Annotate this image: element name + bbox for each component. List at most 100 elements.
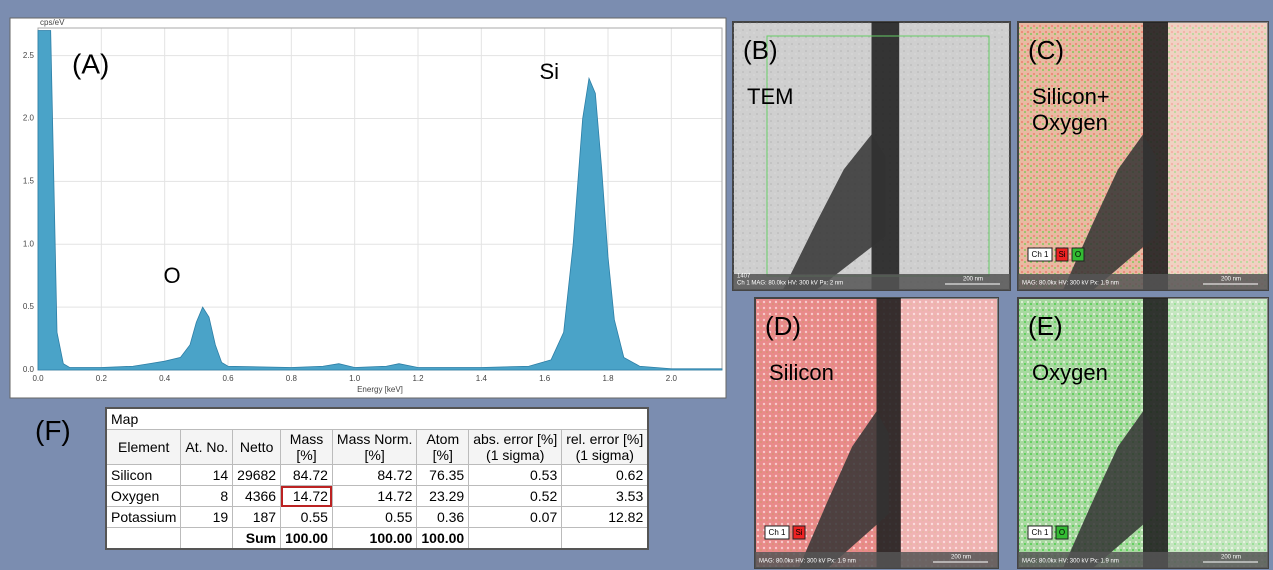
table-cell: 0.07 [469, 507, 562, 528]
peak-label: O [164, 263, 181, 288]
y-tick-label: 0.0 [23, 365, 35, 374]
footer-text: MAG: 80.0kx HV: 300 kV Px: 1.9 nm [1022, 559, 1119, 565]
header-line: Mass Norm. [337, 431, 412, 447]
scale-text: 200 nm [963, 277, 983, 283]
table-cell: 3.53 [562, 486, 649, 507]
table-cell: 14 [181, 465, 233, 486]
table-cell: 14.72 [332, 486, 416, 507]
panel-label: (B) [743, 35, 778, 65]
table-cell: Mass Norm.[%] [332, 430, 416, 465]
panel-title: Silicon [769, 360, 834, 385]
table-cell: At. No. [181, 430, 233, 465]
table-row: Map [106, 408, 648, 430]
table-cell: 19 [181, 507, 233, 528]
table-cell: 84.72 [281, 465, 333, 486]
table-cell: 4366 [233, 486, 281, 507]
table-row: ElementAt. No.NettoMass[%]Mass Norm.[%]A… [106, 430, 648, 465]
image-panel: (B)TEM1407Ch 1 MAG: 80.0kx HV: 300 kV Px… [733, 22, 1010, 290]
y-axis-label: cps/eV [40, 18, 65, 27]
table-cell: rel. error [%](1 sigma) [562, 430, 649, 465]
x-tick-label: 0.4 [159, 374, 171, 383]
table-cell: Sum [233, 528, 281, 550]
channel-label: Ch 1 [1032, 528, 1049, 537]
table-cell: 0.53 [469, 465, 562, 486]
table-cell: 84.72 [332, 465, 416, 486]
header-line: (1 sigma) [473, 447, 557, 463]
image-right-region [1168, 22, 1268, 290]
table-cell: 8 [181, 486, 233, 507]
table-cell [469, 528, 562, 550]
header-line: [%] [285, 447, 328, 463]
x-tick-label: 1.0 [349, 374, 361, 383]
table-cell: 0.36 [417, 507, 469, 528]
image-right-region [1168, 298, 1268, 568]
y-tick-label: 2.0 [23, 114, 35, 123]
channel-label: O [1059, 528, 1065, 537]
footer-text: 1407 [737, 274, 751, 280]
x-tick-label: 0.6 [222, 374, 234, 383]
table-cell: 0.62 [562, 465, 649, 486]
table-cell: 0.52 [469, 486, 562, 507]
table-cell: Mass[%] [281, 430, 333, 465]
peak-label: Si [539, 59, 559, 84]
channel-label: Si [1058, 250, 1065, 259]
y-tick-label: 1.5 [23, 177, 35, 186]
table-cell: 29682 [233, 465, 281, 486]
table-cell: 14.72 [281, 486, 333, 507]
x-tick-label: 1.6 [539, 374, 551, 383]
header-line: Atom [421, 431, 464, 447]
x-tick-label: 1.4 [476, 374, 488, 383]
channel-label: Ch 1 [769, 528, 786, 537]
x-tick-label: 1.2 [412, 374, 424, 383]
channel-label: Ch 1 [1032, 250, 1049, 259]
panel-title: Silicon+ [1032, 84, 1110, 109]
table-cell [562, 528, 649, 550]
panel-label: (F) [35, 415, 71, 447]
table-cell: 0.55 [281, 507, 333, 528]
scale-text: 200 nm [951, 555, 971, 561]
table-cell: Atom[%] [417, 430, 469, 465]
header-line: Mass [285, 431, 328, 447]
table-cell: 0.55 [332, 507, 416, 528]
panel-label: (A) [72, 48, 109, 79]
channel-label: O [1075, 250, 1081, 259]
panel-label: (E) [1028, 311, 1063, 341]
table-cell: 100.00 [332, 528, 416, 550]
image-right-region [901, 298, 998, 568]
header-line: At. No. [185, 439, 228, 455]
panel-label: (C) [1028, 35, 1064, 65]
table-cell: Potassium [106, 507, 181, 528]
table-row: Sum100.00100.00100.00 [106, 528, 648, 550]
table-cell: 100.00 [281, 528, 333, 550]
header-line: (1 sigma) [566, 447, 643, 463]
header-line: Element [111, 439, 176, 455]
header-line: [%] [421, 447, 464, 463]
channel-label: Si [795, 528, 802, 537]
x-tick-label: 0.0 [32, 374, 44, 383]
y-tick-label: 2.5 [23, 51, 35, 60]
image-panel: (E) Oxygen MAG: 80.0kx HV: 300 kV Px: 1.9 … [1018, 298, 1268, 568]
x-tick-label: 0.2 [96, 374, 108, 383]
table-cell: abs. error [%](1 sigma) [469, 430, 562, 465]
table-cell: Map [106, 408, 648, 430]
y-tick-label: 0.5 [23, 302, 35, 311]
table-cell: 12.82 [562, 507, 649, 528]
table-cell: 23.29 [417, 486, 469, 507]
scale-text: 200 nm [1221, 277, 1241, 283]
panel-title: Oxygen [1032, 360, 1108, 385]
panel-title: Oxygen [1032, 110, 1108, 135]
table-cell: 100.00 [417, 528, 469, 550]
table-cell: Silicon [106, 465, 181, 486]
y-tick-label: 1.0 [23, 239, 35, 248]
table-cell: 187 [233, 507, 281, 528]
footer-text: Ch 1 MAG: 80.0kx HV: 300 kV Px: 2 nm [737, 281, 843, 287]
header-line: [%] [337, 447, 412, 463]
page: 0.00.20.40.60.81.01.21.41.61.82.00.00.51… [0, 0, 1273, 570]
footer-text: MAG: 80.0kx HV: 300 kV Px: 1.9 nm [759, 559, 856, 565]
header-line: Netto [237, 439, 276, 455]
